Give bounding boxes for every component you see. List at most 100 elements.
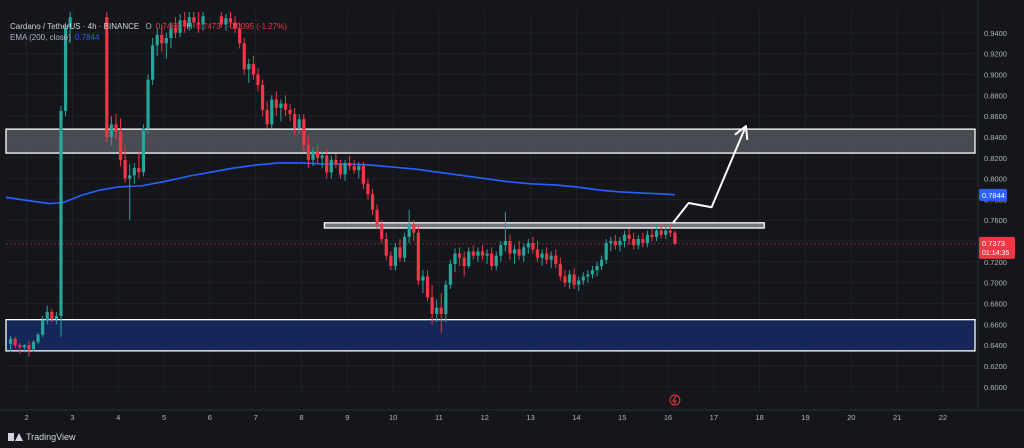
candle-down xyxy=(517,249,521,256)
change-value: -0.0095 (-1.27%) xyxy=(226,22,287,31)
upper-resistance-zone xyxy=(5,128,976,154)
candle-down xyxy=(613,241,617,246)
candle-down xyxy=(256,74,260,85)
candle-up xyxy=(567,274,572,283)
candle-down xyxy=(462,257,466,267)
time-axis[interactable]: 2 3 4 5 6 7 8 9 10 11 12 13 14 15 16 17 18 19 20 21 22 xyxy=(0,394,1024,422)
candle-up xyxy=(590,270,595,275)
candle-down xyxy=(641,238,645,244)
x-tick-label: 16 xyxy=(664,413,672,422)
candle-up xyxy=(109,124,113,137)
candle-down xyxy=(430,297,434,314)
high-label: H xyxy=(186,22,193,31)
candle-down xyxy=(558,263,562,277)
tradingview-logo[interactable]: TradingView xyxy=(8,432,76,442)
current-price-tag xyxy=(979,236,1015,259)
candle-up xyxy=(31,342,36,350)
candle-up xyxy=(599,259,604,267)
candle-down xyxy=(315,151,320,158)
candle-up xyxy=(128,175,132,179)
y-tick-label: 0.7200 xyxy=(984,258,1007,267)
price-zones xyxy=(5,128,978,352)
y-tick-label: 0.6400 xyxy=(984,341,1007,350)
candle-up xyxy=(45,311,49,321)
candle-up xyxy=(132,168,136,176)
candle-down xyxy=(160,34,164,44)
candle-down xyxy=(13,338,17,346)
candle-down xyxy=(471,251,475,256)
candle-down xyxy=(632,238,636,246)
candle-up xyxy=(444,284,448,314)
candles xyxy=(8,12,677,357)
x-tick-label: 21 xyxy=(893,413,901,422)
symbol-label[interactable]: Cardano / TetherUS · 4h · BINANCE xyxy=(10,22,140,31)
candle-down xyxy=(183,20,187,27)
x-tick-label: 18 xyxy=(755,413,763,422)
candle-down xyxy=(283,103,288,110)
open-value: 0.7468 xyxy=(155,22,181,31)
candle-up xyxy=(36,334,40,343)
candle-up xyxy=(622,234,627,242)
candle-up xyxy=(22,345,26,348)
lightning-icon xyxy=(669,394,681,406)
x-tick-label: 9 xyxy=(345,413,349,422)
candle-down xyxy=(535,249,540,258)
candle-down xyxy=(348,162,352,167)
candle-down xyxy=(260,84,265,110)
candle-down xyxy=(18,345,22,348)
open-label: O xyxy=(145,22,152,31)
candle-down xyxy=(389,255,393,267)
y-tick-label: 0.9200 xyxy=(984,50,1007,59)
candle-up xyxy=(485,253,489,256)
candle-up xyxy=(586,274,590,277)
candle-up xyxy=(329,159,333,173)
candle-up xyxy=(604,243,608,260)
candle-up xyxy=(595,266,599,271)
projection-arrow-group[interactable] xyxy=(671,125,749,224)
y-tick-label: 0.8600 xyxy=(984,112,1007,121)
x-tick-label: 2 xyxy=(25,413,29,422)
x-tick-label: 4 xyxy=(116,413,120,422)
candle-down xyxy=(384,238,388,256)
candle-down xyxy=(114,124,118,132)
candle-down xyxy=(673,232,677,244)
candle-down xyxy=(480,251,485,256)
candle-down xyxy=(659,230,663,235)
ema-price-tag-label: 0.7844 xyxy=(982,191,1005,200)
candle-up xyxy=(54,316,59,320)
candle-down xyxy=(457,253,462,258)
candle-down xyxy=(563,276,567,283)
candle-down xyxy=(325,155,329,173)
candle-up xyxy=(141,128,146,173)
candle-down xyxy=(228,18,233,23)
y-tick-label: 0.7000 xyxy=(984,279,1007,288)
candle-down xyxy=(265,109,269,125)
candle-up xyxy=(448,263,453,285)
candle-down xyxy=(650,234,654,237)
y-tick-label: 0.8400 xyxy=(984,133,1007,142)
y-tick-label: 0.8800 xyxy=(984,91,1007,100)
candle-down xyxy=(531,243,535,250)
candle-up xyxy=(645,234,650,244)
candle-up xyxy=(68,17,72,28)
candle-up xyxy=(540,253,544,258)
price-axis[interactable]: 0.9400 0.9200 0.9000 0.8800 0.8600 0.8400 0.82… xyxy=(977,0,1007,410)
candle-down xyxy=(668,230,672,233)
candle-down xyxy=(50,311,54,320)
candle-up xyxy=(311,151,315,160)
x-tick-label: 22 xyxy=(939,413,947,422)
brand-label: TradingView xyxy=(26,432,76,442)
indicator-legend-row[interactable]: EMA (200, close) 0.7844 xyxy=(10,33,99,42)
candle-up xyxy=(476,251,480,256)
x-tick-label: 5 xyxy=(162,413,166,422)
candle-up xyxy=(320,155,324,158)
y-tick-label: 0.6000 xyxy=(984,383,1007,392)
candle-up xyxy=(270,99,274,125)
candle-down xyxy=(233,22,237,29)
x-tick-label: 20 xyxy=(847,413,855,422)
candle-up xyxy=(357,166,361,171)
candle-up xyxy=(8,338,13,345)
candle-down xyxy=(361,166,365,184)
candle-down xyxy=(123,159,127,179)
